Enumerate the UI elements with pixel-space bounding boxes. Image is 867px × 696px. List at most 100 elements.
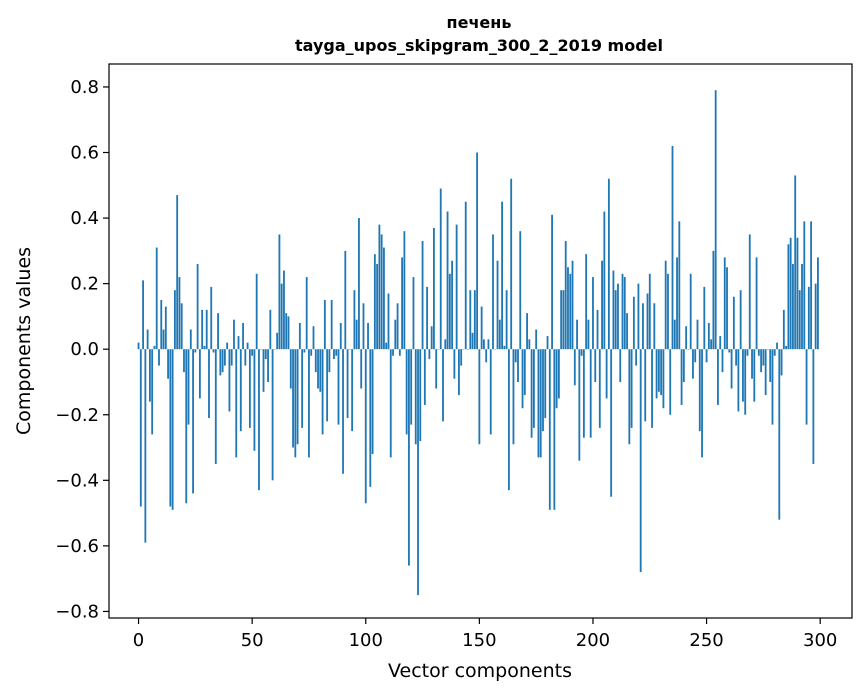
bar-35 (217, 313, 219, 350)
x-axis-ticks: 0 50 100 150 200 250 300 (133, 618, 837, 651)
bar-130 (433, 227, 435, 350)
bar-270 (751, 349, 753, 379)
bar-193 (576, 319, 578, 350)
bar-271 (753, 349, 756, 402)
bar-298 (814, 283, 817, 350)
bar-161 (503, 345, 506, 350)
bar-248 (701, 349, 703, 458)
bar-118 (405, 349, 408, 435)
bar-113 (394, 319, 397, 350)
bar-268 (746, 349, 749, 356)
bar-6 (151, 349, 154, 435)
bar-170 (523, 349, 526, 396)
bar-27 (198, 349, 201, 399)
bar-295 (807, 286, 810, 350)
y-tick-label: 0.6 (70, 143, 99, 164)
bar-109 (385, 342, 388, 350)
bar-25 (194, 349, 197, 353)
bar-288 (792, 263, 794, 350)
bar-17 (176, 195, 179, 350)
bar-238 (678, 221, 681, 350)
bar-203 (598, 349, 601, 428)
bar-165 (512, 349, 515, 445)
bar-155 (489, 349, 492, 435)
bar-39 (226, 342, 229, 350)
bar-265 (739, 290, 742, 350)
bar-233 (667, 273, 669, 350)
bar-158 (496, 260, 499, 350)
bar-70 (296, 349, 299, 445)
bar-15 (171, 349, 174, 510)
bar-234 (669, 349, 672, 415)
bar-121 (412, 277, 415, 350)
y-tick-label: −0.4 (55, 470, 99, 491)
bar-144 (464, 201, 467, 350)
bar-225 (648, 273, 651, 350)
bar-196 (582, 349, 585, 438)
bar-12 (164, 306, 167, 350)
bar-127 (426, 286, 429, 350)
bar-49 (248, 349, 251, 428)
bar-291 (798, 290, 801, 350)
bar-188 (564, 241, 567, 350)
bar-274 (760, 349, 763, 373)
bar-230 (660, 349, 663, 396)
bar-244 (692, 349, 694, 379)
bar-87 (335, 349, 338, 356)
bar-231 (662, 349, 665, 409)
bar-252 (710, 339, 713, 350)
bar-83 (326, 349, 329, 422)
bar-232 (664, 260, 667, 350)
bar-7 (153, 345, 156, 350)
y-axis-label: Components values (13, 247, 35, 435)
bar-88 (337, 349, 340, 425)
bar-8 (155, 247, 158, 350)
bar-223 (644, 349, 647, 422)
bar-108 (383, 247, 385, 350)
bar-222 (642, 303, 644, 350)
bar-128 (428, 349, 431, 360)
bar-287 (789, 237, 792, 350)
bar-30 (205, 309, 208, 350)
bar-111 (389, 349, 392, 458)
bar-241 (685, 326, 688, 350)
bar-43 (235, 349, 238, 458)
bar-46 (242, 322, 244, 350)
bar-177 (539, 349, 542, 458)
bar-31 (208, 349, 210, 419)
bar-245 (694, 349, 697, 363)
bar-292 (801, 263, 803, 350)
bar-13 (167, 349, 169, 379)
bar-73 (303, 349, 306, 353)
bar-206 (605, 349, 608, 399)
chart-title-line1: печень (447, 13, 512, 32)
bar-213 (621, 273, 624, 350)
bar-106 (378, 224, 381, 350)
bar-28 (201, 309, 204, 350)
bar-267 (744, 349, 747, 415)
bar-249 (703, 286, 706, 350)
bar-199 (589, 349, 592, 438)
bar-209 (612, 270, 615, 350)
bar-47 (244, 349, 247, 366)
bar-51 (253, 349, 256, 451)
bar-48 (246, 342, 249, 350)
bar-204 (601, 260, 603, 350)
x-tick-label: 200 (576, 630, 610, 651)
bar-62 (278, 234, 281, 350)
bar-81 (321, 349, 324, 435)
bar-236 (673, 319, 676, 350)
bar-276 (764, 349, 767, 396)
y-tick-label: 0.2 (70, 274, 99, 295)
bar-122 (414, 349, 417, 445)
bar-112 (392, 349, 394, 356)
bar-5 (148, 349, 151, 402)
bar-229 (657, 349, 660, 392)
bar-20 (183, 349, 185, 373)
bar-284 (782, 309, 785, 350)
bar-45 (239, 349, 242, 432)
bar-98 (360, 349, 363, 389)
bar-18 (178, 277, 181, 350)
bar-217 (630, 349, 633, 428)
